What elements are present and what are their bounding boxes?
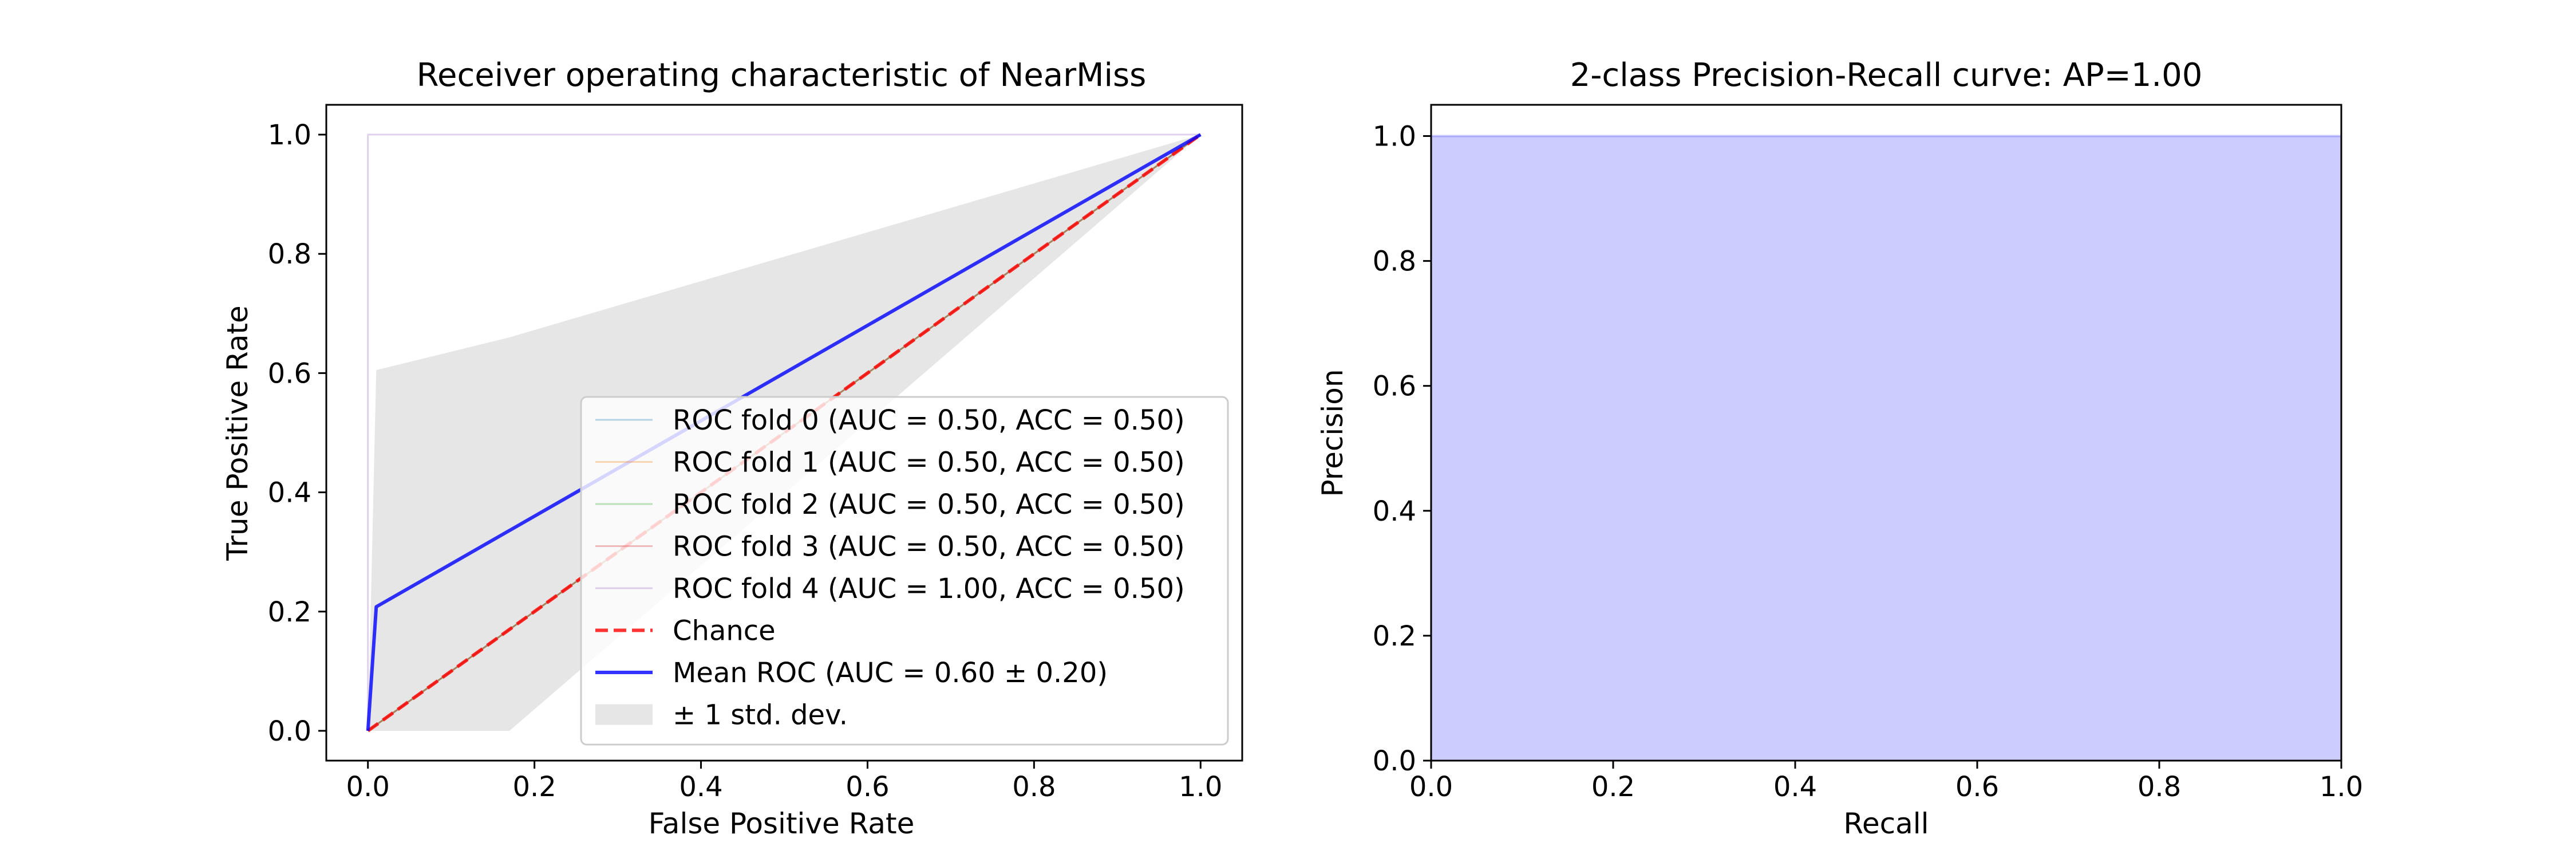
x-tick-label: 0.8 (2138, 771, 2181, 803)
legend-label-5: Chance (673, 615, 776, 647)
pr-chart: 2-class Precision-Recall curve: AP=1.00 … (1316, 57, 2363, 840)
x-tick-label: 0.8 (1012, 771, 1056, 803)
pr-axes-frame (1430, 104, 2342, 762)
pr-area-layer (1431, 135, 2341, 761)
y-tick-label: 0.6 (268, 357, 311, 389)
x-tick-label: 0.4 (1773, 771, 1817, 803)
pr-x-ticks: 0.0 0.2 0.4 0.6 0.8 1.0 (1409, 761, 2363, 803)
y-tick-label: 0.0 (1373, 745, 1416, 777)
legend-box (580, 396, 1229, 746)
roc-legend: ROC fold 0 (AUC = 0.50, ACC = 0.50) ROC f… (580, 396, 1229, 746)
pr-area-fill (1431, 136, 2341, 761)
legend-label-4: ROC fold 4 (AUC = 1.00, ACC = 0.50) (673, 573, 1185, 605)
pr-title: 2-class Precision-Recall curve: AP=1.00 (1570, 57, 2203, 94)
x-tick-label: 0.4 (679, 771, 722, 803)
x-tick-label: 0.6 (1955, 771, 1999, 803)
x-tick-label: 1.0 (1179, 771, 1222, 803)
legend-label-7: ± 1 std. dev. (673, 699, 848, 731)
y-tick-label: 0.8 (1373, 246, 1416, 278)
legend-label-0: ROC fold 0 (AUC = 0.50, ACC = 0.50) (673, 404, 1185, 436)
roc-series-line-5 (366, 133, 1202, 733)
roc-x-ticks: 0.0 0.2 0.4 0.6 0.8 1.0 (346, 761, 1222, 803)
roc-x-axis-label: False Positive Rate (649, 807, 915, 840)
y-tick-label: 0.0 (268, 715, 311, 747)
roc-axes-frame (325, 104, 1243, 762)
legend-label-6: Mean ROC (AUC = 0.60 ± 0.20) (673, 657, 1108, 689)
legend-entries: ROC fold 0 (AUC = 0.50, ACC = 0.50) ROC f… (595, 404, 1185, 731)
x-tick-label: 1.0 (2320, 771, 2363, 803)
roc-y-axis-label: True Positive Rate (221, 305, 254, 561)
roc-chart: Receiver operating characteristic of Nea… (221, 57, 1243, 840)
legend-label-2: ROC fold 2 (AUC = 0.50, ACC = 0.50) (673, 489, 1185, 521)
y-tick-label: 1.0 (1373, 121, 1416, 153)
y-tick-label: 0.8 (268, 238, 311, 270)
pr-x-axis-label: Recall (1843, 807, 1929, 840)
x-tick-label: 0.6 (846, 771, 889, 803)
pr-y-ticks: 0.0 0.2 0.4 0.6 0.8 1.0 (1373, 121, 1431, 777)
y-tick-label: 0.6 (1373, 371, 1416, 403)
y-tick-label: 0.2 (268, 596, 311, 628)
y-tick-label: 1.0 (268, 119, 311, 151)
y-tick-label: 0.2 (1373, 620, 1416, 652)
legend-swatch-band (595, 704, 653, 725)
roc-series-line-4 (367, 133, 1201, 731)
pr-y-axis-label: Precision (1316, 369, 1349, 497)
roc-title: Receiver operating characteristic of Nea… (417, 57, 1147, 94)
x-tick-label: 0.2 (512, 771, 556, 803)
roc-y-ticks: 0.0 0.2 0.4 0.6 0.8 1.0 (268, 119, 326, 747)
legend-label-3: ROC fold 3 (AUC = 0.50, ACC = 0.50) (673, 531, 1185, 563)
legend-label-1: ROC fold 1 (AUC = 0.50, ACC = 0.50) (673, 447, 1185, 479)
y-tick-label: 0.4 (1373, 495, 1416, 528)
roc-series-line-6 (366, 133, 1202, 731)
x-tick-label: 0.2 (1591, 771, 1635, 803)
x-tick-label: 0.0 (346, 771, 390, 803)
y-tick-label: 0.4 (268, 477, 311, 509)
x-tick-label: 0.0 (1409, 771, 1453, 803)
